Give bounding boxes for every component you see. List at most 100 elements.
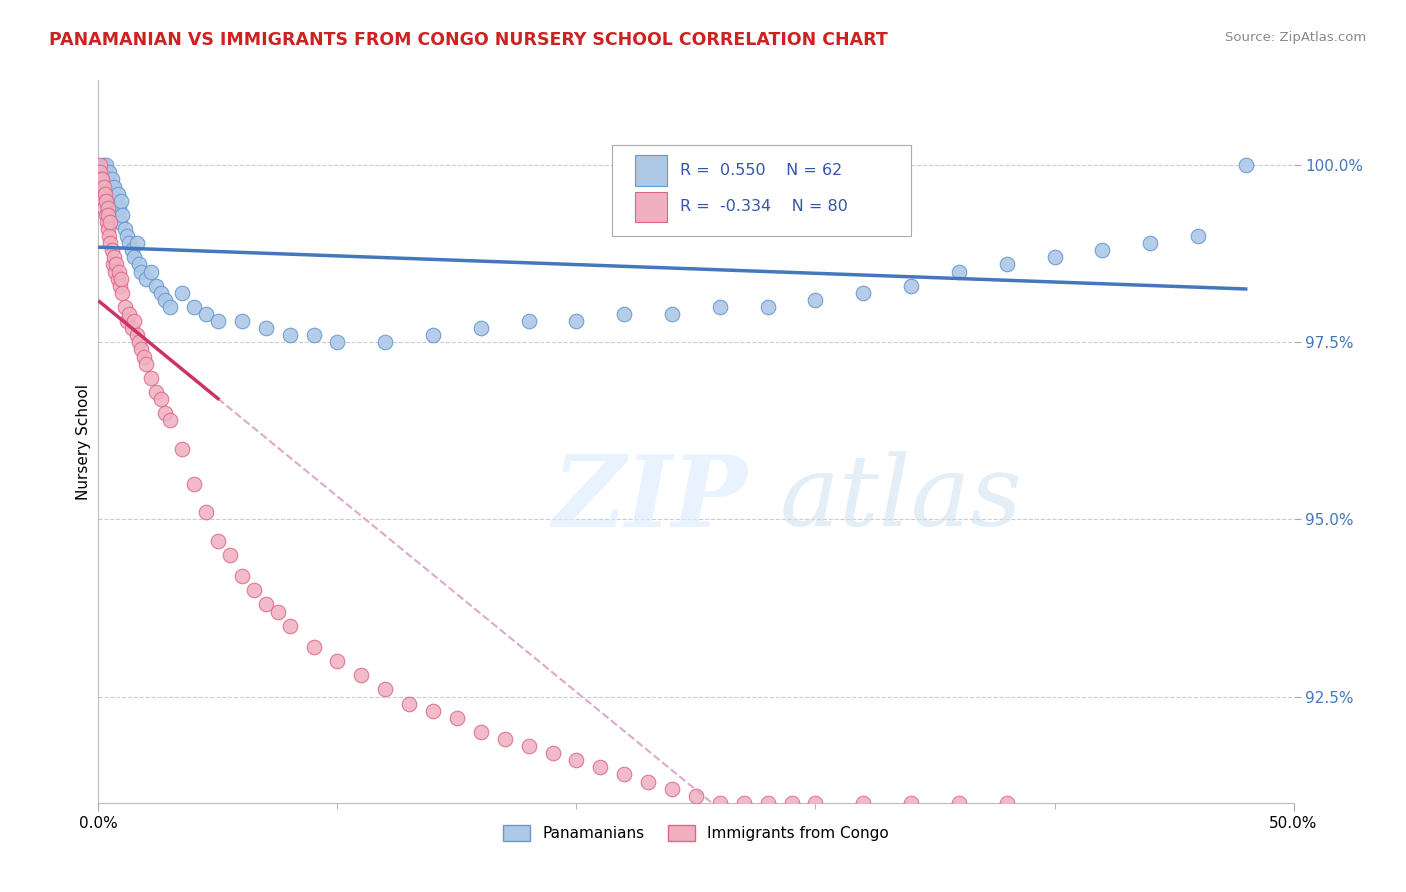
Text: atlas: atlas — [779, 451, 1022, 547]
Point — [709, 300, 731, 314]
Point — [302, 328, 325, 343]
Point — [733, 796, 755, 810]
Point — [565, 314, 588, 328]
Point — [159, 413, 181, 427]
Point — [124, 314, 146, 328]
Point — [995, 257, 1018, 271]
Point — [565, 753, 588, 767]
Point — [91, 165, 114, 179]
Point — [278, 618, 301, 632]
Point — [494, 732, 516, 747]
Point — [110, 271, 132, 285]
Point — [107, 271, 129, 285]
Point — [135, 271, 157, 285]
Point — [110, 194, 132, 208]
Point — [326, 335, 349, 350]
Text: Source: ZipAtlas.com: Source: ZipAtlas.com — [1226, 31, 1367, 45]
Point — [172, 285, 194, 300]
Point — [131, 264, 153, 278]
Point — [135, 357, 157, 371]
Point — [114, 222, 136, 236]
Legend: Panamanians, Immigrants from Congo: Panamanians, Immigrants from Congo — [496, 819, 896, 847]
Point — [852, 285, 875, 300]
Point — [446, 711, 468, 725]
Point — [756, 300, 779, 314]
Point — [91, 194, 114, 208]
Point — [948, 796, 970, 810]
Point — [121, 244, 143, 258]
Point — [93, 201, 115, 215]
Point — [128, 335, 150, 350]
Point — [470, 321, 492, 335]
Point — [101, 201, 124, 215]
Point — [98, 165, 121, 179]
Point — [89, 165, 111, 179]
Point — [107, 201, 129, 215]
Point — [1091, 244, 1114, 258]
Point — [104, 194, 127, 208]
Point — [374, 682, 396, 697]
Point — [98, 236, 122, 251]
Point — [94, 208, 117, 222]
Text: R =  -0.334    N = 80: R = -0.334 N = 80 — [681, 199, 848, 214]
Point — [517, 314, 540, 328]
Text: ZIP: ZIP — [553, 451, 748, 548]
Point — [709, 796, 731, 810]
Point — [115, 229, 138, 244]
Point — [948, 264, 970, 278]
Point — [852, 796, 875, 810]
Point — [97, 222, 120, 236]
Point — [804, 293, 827, 307]
Point — [104, 264, 127, 278]
Point — [94, 158, 117, 172]
Point — [107, 186, 129, 201]
Point — [115, 314, 138, 328]
Point — [1043, 251, 1066, 265]
Point — [103, 251, 125, 265]
Point — [267, 605, 290, 619]
Point — [254, 598, 277, 612]
Point — [302, 640, 325, 654]
Point — [1187, 229, 1209, 244]
Point — [278, 328, 301, 343]
Point — [219, 548, 242, 562]
Point — [118, 236, 141, 251]
Point — [107, 264, 129, 278]
Point — [637, 774, 659, 789]
Point — [422, 704, 444, 718]
FancyBboxPatch shape — [636, 192, 668, 222]
Point — [90, 172, 112, 186]
Point — [149, 285, 172, 300]
Point — [195, 307, 218, 321]
Point — [96, 172, 118, 186]
Point — [804, 796, 827, 810]
Point — [93, 179, 115, 194]
Point — [139, 264, 162, 278]
Point — [398, 697, 420, 711]
Point — [94, 194, 117, 208]
Point — [108, 278, 131, 293]
Point — [541, 746, 564, 760]
Point — [139, 371, 162, 385]
Point — [111, 208, 134, 222]
Point — [207, 533, 229, 548]
Point — [91, 158, 114, 172]
Point — [98, 215, 121, 229]
Point — [100, 244, 122, 258]
Point — [100, 172, 122, 186]
Point — [155, 293, 177, 307]
Point — [124, 251, 146, 265]
Point — [93, 179, 115, 194]
Point — [243, 583, 266, 598]
Point — [97, 194, 120, 208]
Point — [1139, 236, 1161, 251]
Point — [613, 307, 636, 321]
Point — [422, 328, 444, 343]
Point — [183, 300, 205, 314]
Point — [374, 335, 396, 350]
Point — [91, 186, 114, 201]
Point — [118, 307, 141, 321]
Text: R =  0.550    N = 62: R = 0.550 N = 62 — [681, 163, 842, 178]
Point — [97, 208, 120, 222]
Point — [1234, 158, 1257, 172]
